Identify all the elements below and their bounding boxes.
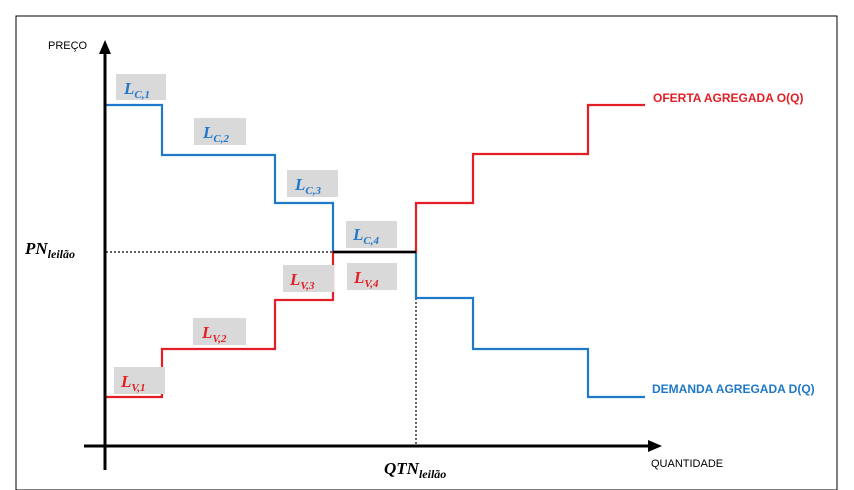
equilibrium-quantity-label: QTNleilão xyxy=(384,459,446,481)
supply-step-label-4: LV,4 xyxy=(347,263,397,290)
y-axis-label: PREÇO xyxy=(48,40,88,52)
supply-step-label-1: LV,1 xyxy=(114,367,165,394)
svg-text:LC,1: LC,1 xyxy=(123,79,150,101)
supply-step-label-3: LV,3 xyxy=(283,265,334,292)
demand-step-label-3: LC,3 xyxy=(287,170,338,197)
svg-text:LV,2: LV,2 xyxy=(201,323,227,345)
svg-text:LC,3: LC,3 xyxy=(294,175,321,197)
svg-text:LV,4: LV,4 xyxy=(353,268,379,290)
svg-text:LC,4: LC,4 xyxy=(352,225,379,247)
supply-series-label: OFERTA AGREGADA O(Q) xyxy=(653,91,803,105)
svg-text:LC,2: LC,2 xyxy=(202,123,229,145)
demand-step-label-4: LC,4 xyxy=(346,221,397,248)
svg-text:LV,3: LV,3 xyxy=(289,270,315,292)
equilibrium-price-label: PNleilão xyxy=(24,239,75,261)
frame-border xyxy=(15,15,838,490)
supply-step-label-2: LV,2 xyxy=(193,318,246,345)
y-axis-arrow-icon xyxy=(99,40,111,54)
x-axis-label: QUANTIDADE xyxy=(651,458,723,470)
svg-text:LV,1: LV,1 xyxy=(120,372,146,394)
x-axis-arrow-icon xyxy=(648,440,662,452)
demand-series-label: DEMANDA AGREGADA D(Q) xyxy=(652,382,815,396)
demand-step-label-2: LC,2 xyxy=(194,118,246,145)
demand-step-label-1: LC,1 xyxy=(116,74,166,101)
